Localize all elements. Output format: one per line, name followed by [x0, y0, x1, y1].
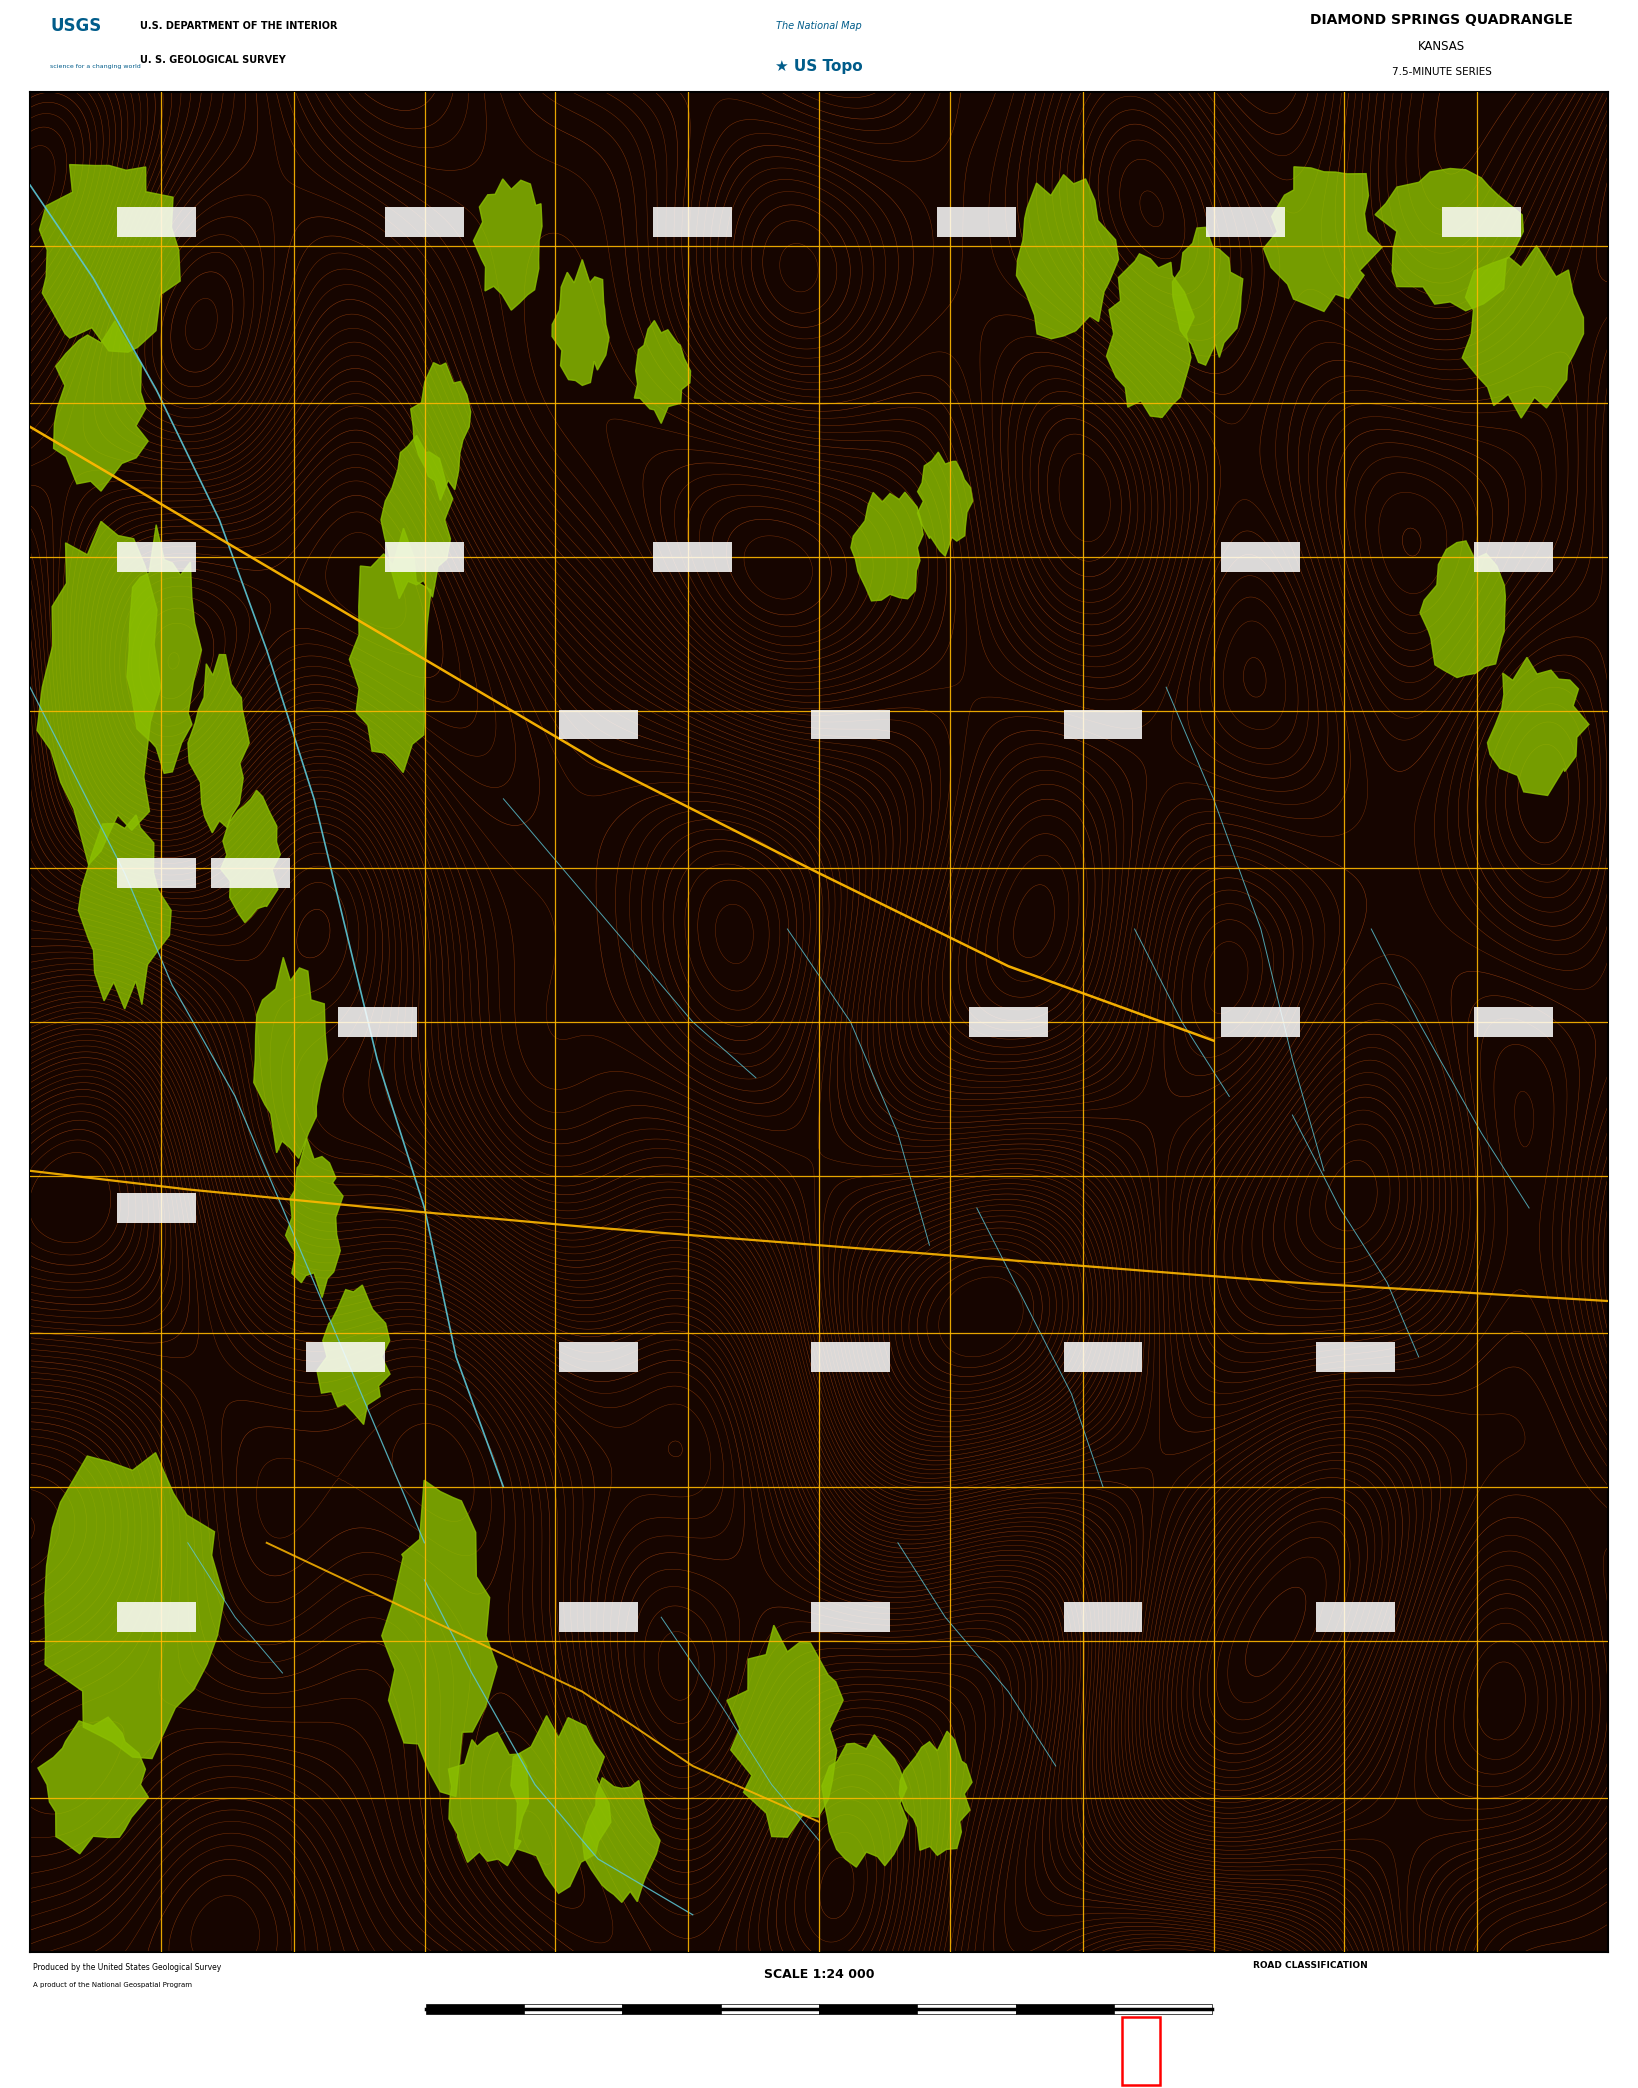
Bar — [917, 2004, 1016, 2015]
Polygon shape — [634, 322, 691, 424]
Polygon shape — [850, 493, 924, 601]
Polygon shape — [917, 453, 973, 555]
Bar — [1063, 1343, 1142, 1372]
Polygon shape — [1463, 246, 1584, 418]
Polygon shape — [1374, 169, 1523, 311]
Text: The National Map: The National Map — [776, 21, 862, 31]
Polygon shape — [1263, 167, 1382, 311]
Text: U. S. GEOLOGICAL SURVEY: U. S. GEOLOGICAL SURVEY — [139, 54, 285, 65]
Polygon shape — [285, 1138, 342, 1297]
Bar — [385, 543, 464, 572]
Polygon shape — [1017, 175, 1119, 338]
Bar — [1443, 207, 1522, 238]
Polygon shape — [38, 1716, 149, 1854]
Polygon shape — [899, 1731, 971, 1856]
Polygon shape — [349, 528, 431, 773]
Text: ROAD CLASSIFICATION: ROAD CLASSIFICATION — [1253, 1961, 1368, 1969]
Polygon shape — [1107, 255, 1194, 418]
Polygon shape — [1420, 541, 1505, 677]
Polygon shape — [38, 522, 161, 864]
Polygon shape — [39, 165, 180, 353]
Polygon shape — [128, 524, 201, 773]
Polygon shape — [54, 322, 147, 491]
Text: A product of the National Geospatial Program: A product of the National Geospatial Pro… — [33, 1982, 192, 1988]
Bar — [559, 1343, 637, 1372]
Bar — [721, 2004, 819, 2015]
Bar — [337, 1006, 416, 1038]
Bar — [1016, 2004, 1114, 2015]
Bar — [211, 858, 290, 887]
Text: DIAMOND SPRINGS QUADRANGLE: DIAMOND SPRINGS QUADRANGLE — [1310, 13, 1572, 27]
Polygon shape — [411, 363, 470, 501]
Bar — [1315, 1601, 1396, 1633]
Polygon shape — [822, 1735, 907, 1867]
Bar — [559, 710, 637, 739]
Bar — [654, 207, 732, 238]
Polygon shape — [254, 956, 328, 1159]
Polygon shape — [382, 436, 452, 599]
Polygon shape — [188, 654, 249, 833]
Bar — [116, 1192, 195, 1224]
Polygon shape — [79, 814, 170, 1009]
Text: 7.5-MINUTE SERIES: 7.5-MINUTE SERIES — [1392, 67, 1491, 77]
Polygon shape — [316, 1284, 390, 1424]
Text: USGS: USGS — [51, 17, 102, 35]
Polygon shape — [473, 180, 542, 311]
Bar — [1206, 207, 1284, 238]
Bar — [1474, 543, 1553, 572]
Polygon shape — [552, 259, 609, 386]
Polygon shape — [382, 1480, 496, 1796]
Bar — [1063, 710, 1142, 739]
Bar — [819, 2004, 917, 2015]
Polygon shape — [583, 1777, 660, 1902]
Bar — [116, 543, 195, 572]
Bar — [1122, 2017, 1160, 2086]
Bar — [1063, 1601, 1142, 1633]
Bar — [306, 1343, 385, 1372]
Polygon shape — [511, 1716, 611, 1894]
Text: U.S. DEPARTMENT OF THE INTERIOR: U.S. DEPARTMENT OF THE INTERIOR — [139, 21, 337, 31]
Bar — [1474, 1006, 1553, 1038]
Polygon shape — [221, 791, 280, 923]
Text: KANSAS: KANSAS — [1419, 40, 1464, 52]
Bar — [116, 1601, 195, 1633]
Text: ★ US Topo: ★ US Topo — [775, 58, 863, 73]
Text: science for a changing world: science for a changing world — [51, 65, 141, 69]
Bar — [654, 543, 732, 572]
Polygon shape — [1173, 228, 1243, 365]
Bar — [1114, 2004, 1212, 2015]
Text: Produced by the United States Geological Survey: Produced by the United States Geological… — [33, 1963, 221, 1973]
Bar — [1315, 1343, 1396, 1372]
Polygon shape — [727, 1624, 844, 1837]
Bar — [426, 2004, 524, 2015]
Bar — [116, 207, 195, 238]
Bar — [116, 858, 195, 887]
Bar — [524, 2004, 622, 2015]
Bar — [937, 207, 1016, 238]
Bar — [1222, 543, 1301, 572]
Bar — [811, 1601, 889, 1633]
Bar — [970, 1006, 1048, 1038]
Bar — [811, 710, 889, 739]
Text: SCALE 1:24 000: SCALE 1:24 000 — [763, 1967, 875, 1982]
Polygon shape — [449, 1733, 529, 1867]
Bar — [622, 2004, 721, 2015]
Polygon shape — [44, 1453, 224, 1758]
Bar — [1222, 1006, 1301, 1038]
Bar — [385, 207, 464, 238]
Polygon shape — [1487, 658, 1589, 796]
Bar — [811, 1343, 889, 1372]
Bar — [559, 1601, 637, 1633]
